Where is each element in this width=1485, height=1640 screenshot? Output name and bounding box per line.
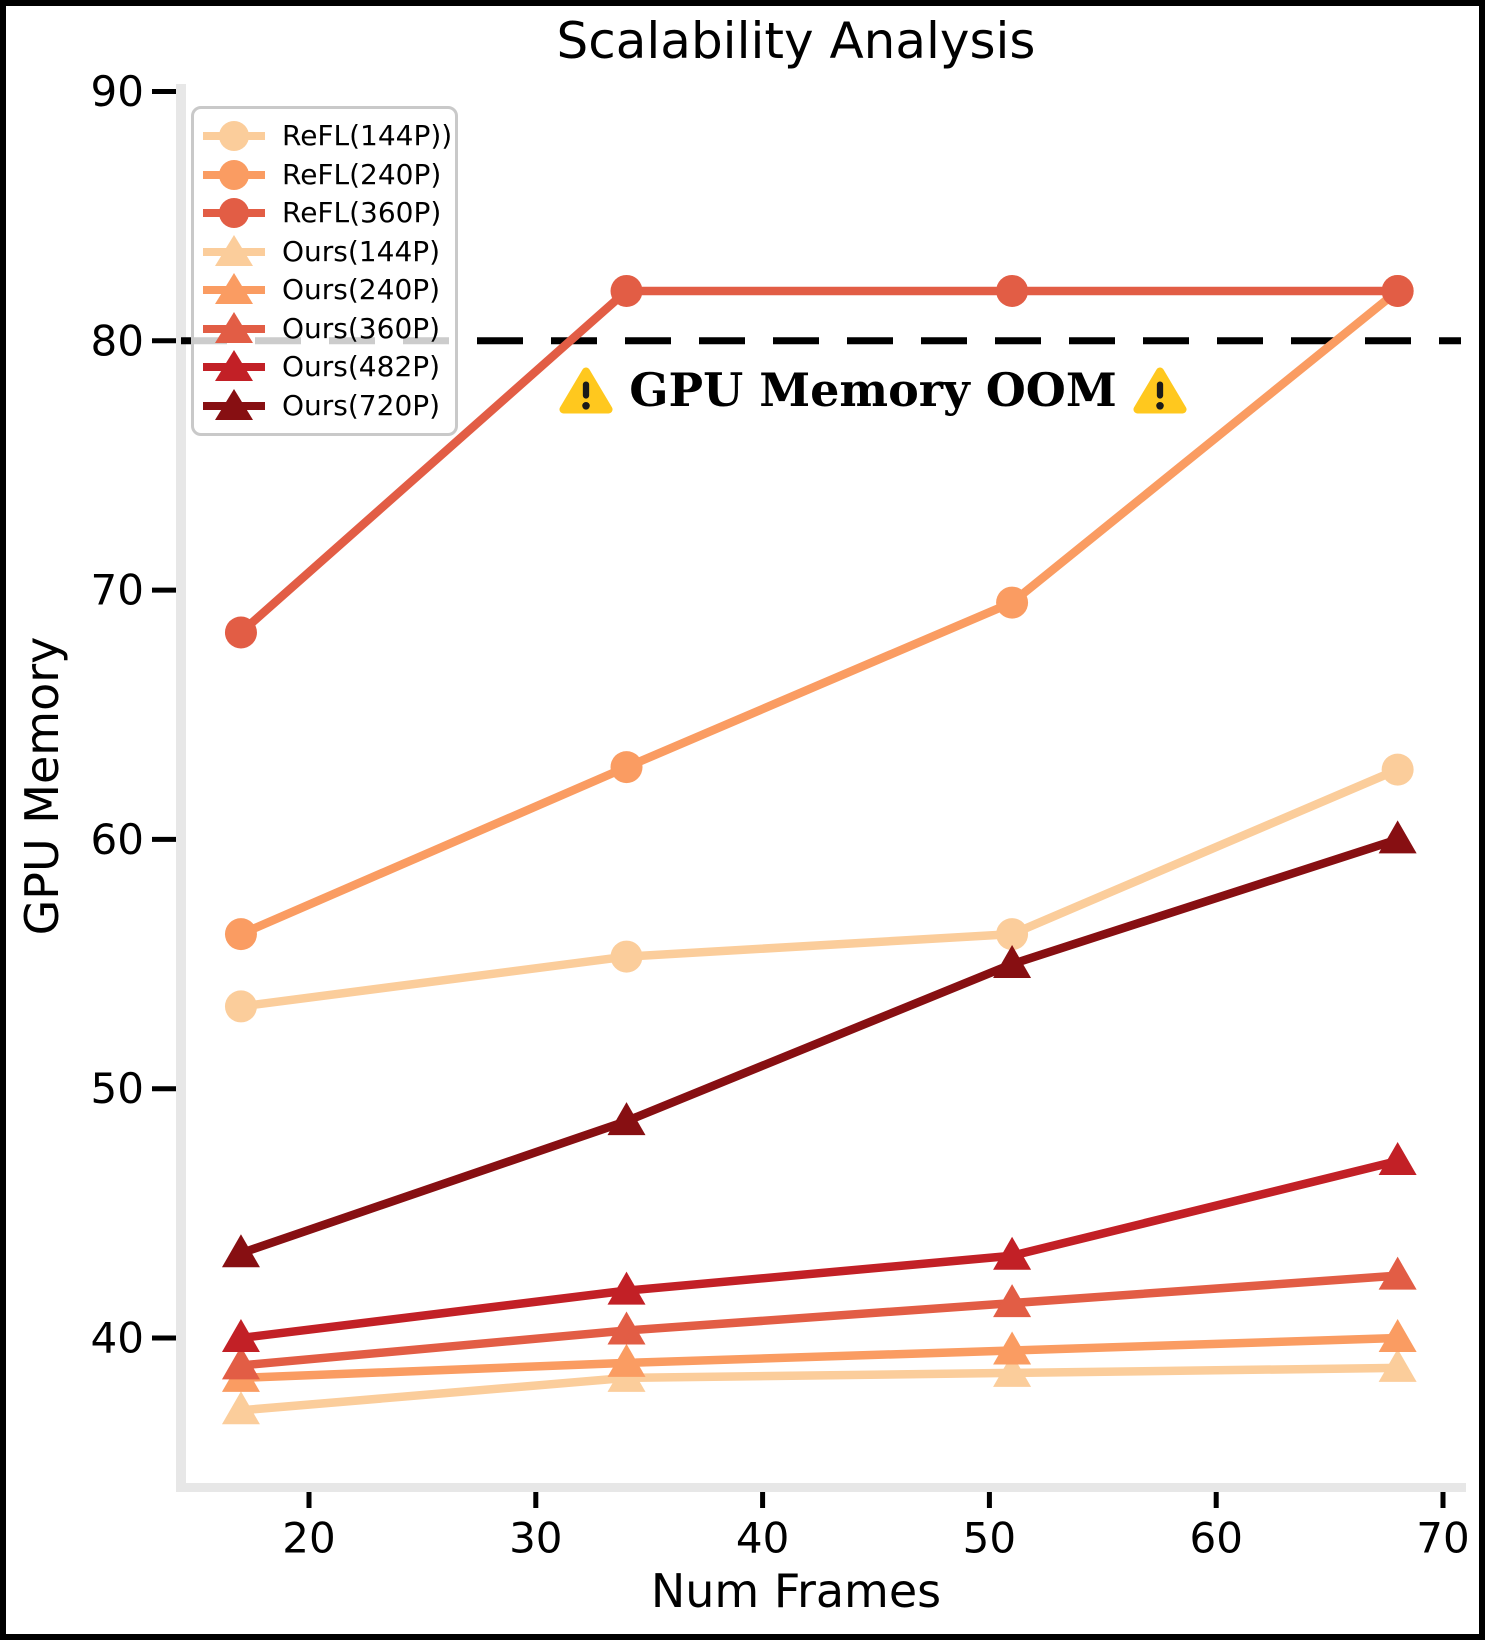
triangle-marker: [221, 1391, 260, 1425]
y-axis-spine: [176, 84, 186, 1492]
legend-label: ReFL(360P): [282, 196, 442, 230]
y-axis-label: GPU Memory: [15, 636, 69, 936]
triangle-marker: [1378, 1141, 1417, 1175]
legend-item: Ours(482P): [202, 348, 445, 386]
chart-title: Scalability Analysis: [556, 12, 1036, 70]
series-line: [236, 1363, 1402, 1415]
triangle-marker: [607, 1311, 646, 1345]
legend-label: Ours(720P): [282, 388, 441, 422]
legend-item: ReFL(240P): [202, 156, 445, 194]
oom-annotation-text: GPU Memory OOM: [629, 363, 1117, 417]
series-line: [236, 765, 1402, 1011]
legend-item: ReFL(360P): [202, 194, 445, 232]
triangle-marker: [1378, 1348, 1417, 1382]
legend-item: Ours(144P): [202, 233, 445, 271]
circle-marker: [1381, 753, 1414, 786]
circle-marker: [224, 918, 257, 951]
y-tick-label: 50: [91, 1064, 144, 1113]
triangle-marker: [607, 1343, 646, 1377]
triangle-marker: [993, 1331, 1032, 1365]
legend-label: Ours(144P): [282, 234, 441, 268]
series-line: [236, 286, 1402, 939]
triangle-marker: [993, 1236, 1032, 1270]
circle-marker: [610, 940, 643, 973]
y-tick-label: 40: [91, 1314, 144, 1363]
triangle-marker: [993, 945, 1032, 979]
triangle-marker: [993, 1353, 1032, 1387]
legend-circle-marker: [203, 198, 265, 229]
x-tick-label: 40: [736, 1514, 789, 1563]
legend-label: ReFL(240P): [282, 157, 442, 191]
legend-label: ReFL(144P)): [282, 119, 453, 152]
series-line: [236, 835, 1402, 1258]
x-tick-label: 70: [1416, 1514, 1469, 1563]
x-tick-label: 30: [509, 1514, 562, 1563]
triangle-marker: [607, 1271, 646, 1305]
y-tick-label: 70: [91, 566, 144, 615]
legend-triangle-marker: [203, 388, 265, 420]
series-line: [236, 1333, 1402, 1383]
circle-marker: [996, 274, 1029, 307]
oom-annotation: GPU Memory OOM: [559, 354, 1187, 426]
x-axis-spine: [176, 1483, 1466, 1492]
series-line: [236, 286, 1402, 637]
x-tick-label: 20: [282, 1514, 335, 1563]
legend-item: Ours(360P): [202, 310, 445, 348]
x-axis-label: Num Frames: [650, 1564, 942, 1618]
triangle-marker: [1378, 820, 1417, 854]
legend-item: Ours(240P): [202, 271, 445, 309]
y-tick-label: 60: [91, 815, 144, 864]
warning-icon: [1133, 367, 1187, 413]
triangle-marker: [221, 1234, 260, 1268]
triangle-marker: [607, 1102, 646, 1136]
legend-circle-marker: [203, 121, 265, 151]
legend-triangle-marker: [203, 350, 265, 382]
legend-triangle-marker: [203, 234, 265, 266]
plot-area: 40 50 60 70 80 90 20 30 40 50 60 70: [91, 67, 1470, 1563]
x-tick-label: 60: [1189, 1514, 1242, 1563]
legend-triangle-marker: [203, 273, 265, 305]
circle-marker: [996, 918, 1029, 951]
legend-label: Ours(360P): [282, 311, 441, 345]
legend-triangle-marker: [203, 311, 265, 343]
legend-item: Ours(720P): [202, 387, 445, 425]
triangle-marker: [221, 1319, 260, 1352]
legend-item: ReFL(144P)): [202, 117, 452, 155]
legend-label: Ours(482P): [282, 350, 441, 384]
circle-marker: [1381, 274, 1414, 307]
triangle-marker: [993, 1284, 1032, 1318]
legend: ReFL(144P)) ReFL(240P) ReFL(360P) Ours(144P…: [191, 106, 458, 436]
series-line: [236, 1271, 1402, 1370]
circle-marker: [610, 274, 643, 307]
x-tick-label: 50: [963, 1514, 1016, 1563]
legend-label: Ours(240P): [282, 273, 441, 307]
warning-icon: [559, 367, 613, 413]
circle-marker: [610, 751, 643, 784]
triangle-marker: [1378, 1319, 1417, 1352]
circle-marker: [224, 616, 257, 649]
y-tick-label: 80: [91, 316, 144, 365]
circle-marker: [996, 586, 1029, 619]
triangle-marker: [1378, 1256, 1417, 1290]
series-line: [236, 1156, 1402, 1343]
circle-marker: [224, 990, 257, 1023]
triangle-marker: [221, 1346, 260, 1380]
legend-circle-marker: [203, 159, 265, 190]
y-tick-label: 90: [91, 67, 144, 116]
